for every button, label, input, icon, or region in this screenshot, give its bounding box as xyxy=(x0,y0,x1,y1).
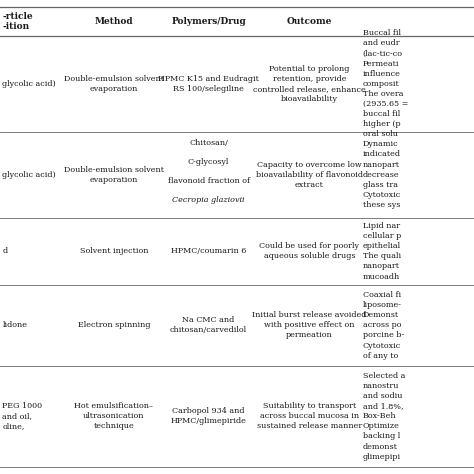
Text: glycolic acid): glycolic acid) xyxy=(2,171,56,179)
Text: Coaxial fi
liposome-
Demonst
across po
porcine b-
Cytotoxic
of any to: Coaxial fi liposome- Demonst across po p… xyxy=(363,291,404,360)
Text: Dynamic
indicated
nanopart
decrease
glass tra
Cytotoxic
these sys: Dynamic indicated nanopart decrease glas… xyxy=(363,140,401,209)
Text: Outcome: Outcome xyxy=(287,17,332,26)
Text: Hot emulsification–
ultrasonication
technique: Hot emulsification– ultrasonication tech… xyxy=(74,402,153,430)
Text: d: d xyxy=(2,247,8,255)
Text: Capacity to overcome low
bioavailability of flavonoid
extract: Capacity to overcome low bioavailability… xyxy=(256,161,363,189)
Text: Cecropia glaziovii: Cecropia glaziovii xyxy=(173,196,245,204)
Text: Method: Method xyxy=(94,17,133,26)
Text: Double-emulsion solvent
evaporation: Double-emulsion solvent evaporation xyxy=(64,165,164,184)
Text: Double-emulsion solvent
evaporation: Double-emulsion solvent evaporation xyxy=(64,75,164,93)
Text: C-glycosyl: C-glycosyl xyxy=(188,158,229,166)
Text: Chitosan/: Chitosan/ xyxy=(189,139,228,146)
Text: Electron spinning: Electron spinning xyxy=(78,321,150,329)
Text: Initial burst release avoided
with positive effect on
permeation: Initial burst release avoided with posit… xyxy=(252,311,366,339)
Text: flavonoid fraction of: flavonoid fraction of xyxy=(168,177,249,185)
Text: HPMC/coumarin 6: HPMC/coumarin 6 xyxy=(171,247,246,255)
Text: Suitability to transport
across buccal mucosa in
sustained release manner: Suitability to transport across buccal m… xyxy=(256,402,362,430)
Text: Solvent injection: Solvent injection xyxy=(80,247,148,255)
Text: Polymers/Drug: Polymers/Drug xyxy=(171,17,246,26)
Text: Na CMC and
chitosan/carvedilol: Na CMC and chitosan/carvedilol xyxy=(170,316,247,334)
Text: glycolic acid): glycolic acid) xyxy=(2,80,56,88)
Text: Buccal fil
and eudr
(lac-tic-co
Permeati
influence
composit
The overa
(2935.65 =: Buccal fil and eudr (lac-tic-co Permeati… xyxy=(363,29,408,138)
Text: lidone: lidone xyxy=(2,321,27,329)
Text: Potential to prolong
retention, provide
controlled release, enhance
bioavailabil: Potential to prolong retention, provide … xyxy=(253,64,365,103)
Text: Lipid nar
cellular p
epithelial
The quali
nanopart
mucoadh: Lipid nar cellular p epithelial The qual… xyxy=(363,222,401,281)
Text: PEG 1000
and oil,
oline,: PEG 1000 and oil, oline, xyxy=(2,402,43,430)
Text: -rticle
-ition: -rticle -ition xyxy=(2,12,33,31)
Text: Could be used for poorly
aqueous soluble drugs: Could be used for poorly aqueous soluble… xyxy=(259,242,359,260)
Text: HPMC K15 and Eudragit
RS 100/selegiline: HPMC K15 and Eudragit RS 100/selegiline xyxy=(158,75,259,93)
Text: Carbopol 934 and
HPMC/glimepiride: Carbopol 934 and HPMC/glimepiride xyxy=(171,407,246,425)
Text: Selected a
nanostru
and sodiu
and 1.8%,
Box-Beh
Optimize
backing l
demonst
glime: Selected a nanostru and sodiu and 1.8%, … xyxy=(363,372,405,461)
